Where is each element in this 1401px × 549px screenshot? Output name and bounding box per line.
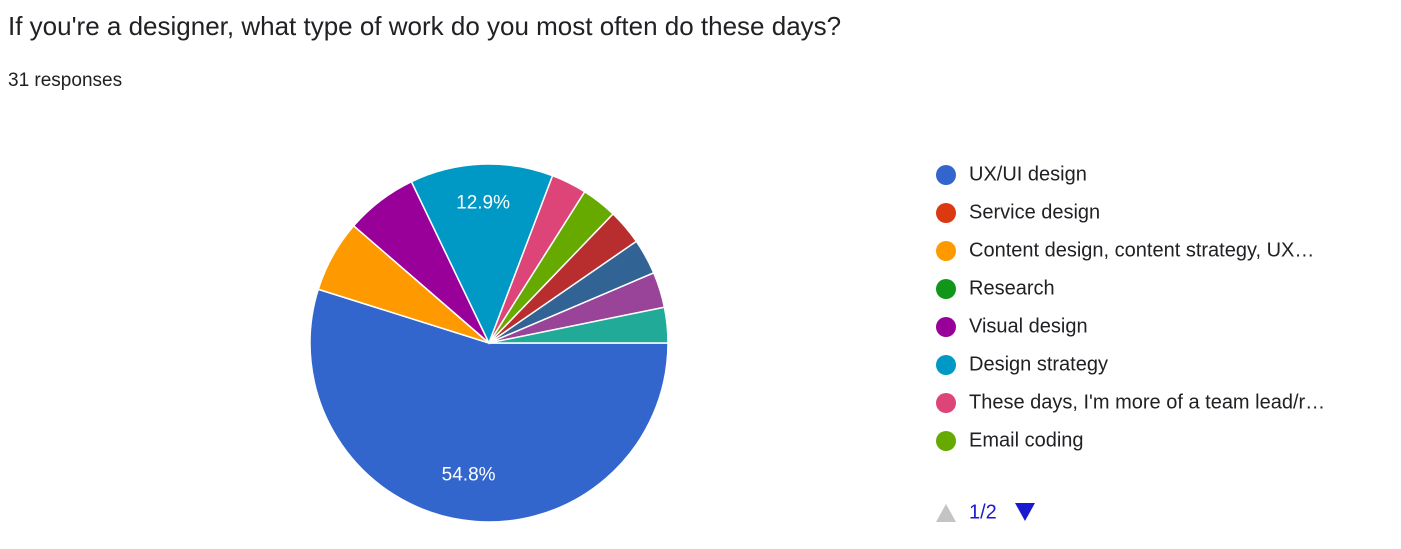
slice-label: 54.8% [442, 465, 496, 486]
pie-slice [488, 306, 669, 344]
legend-swatch [936, 165, 956, 185]
chart-subtitle: 31 responses [8, 70, 122, 91]
legend-label: Email coding [969, 429, 1084, 451]
legend-label: UX/UI design [969, 163, 1087, 185]
legend-prev[interactable] [936, 504, 956, 522]
legend-label: Content design, content strategy, UX… [969, 239, 1314, 261]
legend-swatch [936, 279, 956, 299]
legend-swatch [936, 241, 956, 261]
legend-page: 1/2 [969, 501, 997, 523]
legend-label: Design strategy [969, 353, 1108, 375]
legend-swatch [936, 355, 956, 375]
legend-next[interactable] [1015, 503, 1035, 521]
pie-slice [410, 163, 554, 345]
legend-swatch [936, 431, 956, 451]
legend-label: Visual design [969, 315, 1088, 337]
legend-swatch [936, 393, 956, 413]
legend-label: Service design [969, 201, 1100, 223]
legend-swatch [936, 317, 956, 337]
legend-label: These days, I'm more of a team lead/r… [969, 391, 1325, 413]
pie-slice [309, 288, 669, 523]
slice-label: 12.9% [456, 193, 510, 214]
chart-title: If you're a designer, what type of work … [8, 11, 841, 41]
legend-label: Research [969, 277, 1055, 299]
legend-swatch [936, 203, 956, 223]
